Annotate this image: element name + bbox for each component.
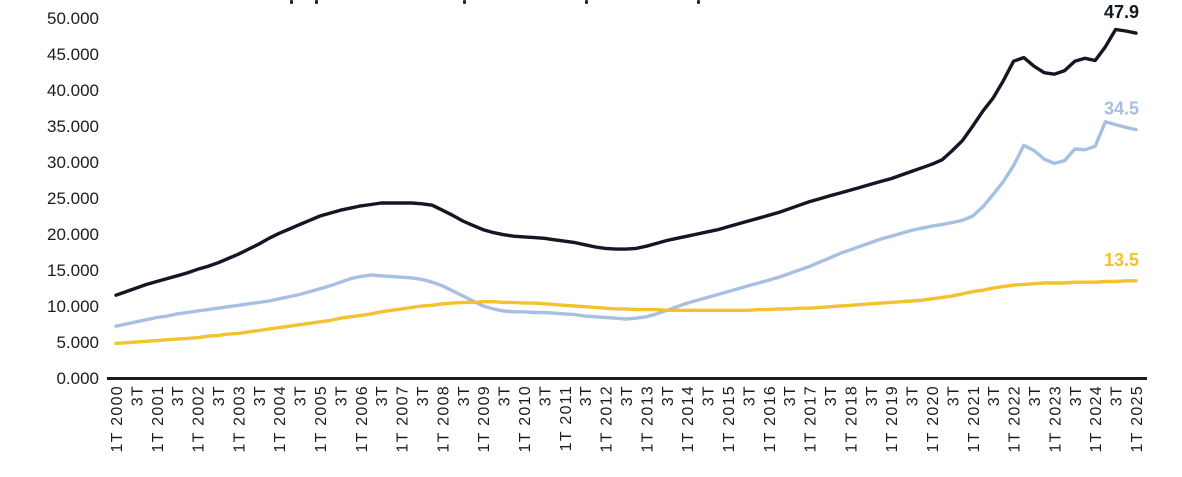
x-tick-label: 3T xyxy=(660,385,677,406)
x-tick-label: 1T 2008 xyxy=(435,385,452,453)
y-tick-label: 5.000 xyxy=(56,333,99,352)
y-tick-label: 20.000 xyxy=(47,225,99,244)
x-tick-label: 3T xyxy=(1109,385,1126,406)
x-tick-label: 3T xyxy=(374,385,391,406)
x-axis-tick-labels: 1T 2000 3T 1T 2001 3T 1T 2002 3T 1T 2003 3T 1T 2… xyxy=(109,385,1146,453)
x-tick-label: 1T 2025 xyxy=(1129,385,1146,453)
x-tick-label: 1T 2017 xyxy=(803,385,820,453)
x-tick-label: 3T xyxy=(1068,385,1085,406)
x-tick-label: 1T 2011 xyxy=(558,385,575,451)
x-tick-label: 1T 2002 xyxy=(191,385,208,453)
x-tick-label: 3T xyxy=(252,385,269,406)
x-tick-label: 3T xyxy=(578,385,595,406)
x-tick-label: 1T 2023 xyxy=(1047,385,1064,453)
x-tick-label: 3T xyxy=(945,385,962,406)
x-tick-label: 1T 2000 xyxy=(109,385,126,453)
y-tick-label: 45.000 xyxy=(47,45,99,64)
x-tick-label: 3T xyxy=(905,385,922,406)
title-descender-fragment xyxy=(697,0,700,4)
x-tick-label: 1T 2014 xyxy=(680,385,697,453)
x-tick-label: 1T 2001 xyxy=(150,385,167,453)
x-tick-label: 1T 2003 xyxy=(231,385,248,453)
y-tick-label: 10.000 xyxy=(47,297,99,316)
y-tick-label: 40.000 xyxy=(47,81,99,100)
x-tick-label: 1T 2012 xyxy=(599,385,616,453)
x-tick-label: 3T xyxy=(741,385,758,406)
x-tick-label: 3T xyxy=(619,385,636,406)
x-tick-label: 3T xyxy=(497,385,514,406)
y-tick-label: 0.000 xyxy=(56,369,99,388)
x-tick-label: 1T 2007 xyxy=(395,385,412,453)
series-end-labels: 47.9 34.5 13.5 xyxy=(1104,2,1139,270)
x-tick-label: 3T xyxy=(170,385,187,406)
x-tick-label: 1T 2016 xyxy=(762,385,779,453)
x-tick-label: 3T xyxy=(415,385,432,406)
title-descender-fragment xyxy=(315,0,318,4)
x-tick-label: 1T 2018 xyxy=(843,385,860,453)
x-tick-label: 3T xyxy=(333,385,350,406)
title-descender-fragment xyxy=(585,0,588,4)
series-lines xyxy=(114,27,1138,346)
x-tick-label: 3T xyxy=(129,385,146,406)
end-label-light-blue: 34.5 xyxy=(1104,99,1139,119)
x-tick-label: 3T xyxy=(456,385,473,406)
y-tick-label: 35.000 xyxy=(47,117,99,136)
x-tick-label: 3T xyxy=(537,385,554,406)
y-tick-label: 25.000 xyxy=(47,189,99,208)
y-tick-label: 15.000 xyxy=(47,261,99,280)
x-tick-label: 3T xyxy=(823,385,840,406)
x-tick-label: 1T 2013 xyxy=(639,385,656,453)
x-tick-label: 3T xyxy=(986,385,1003,406)
end-label-dark-navy: 47.9 xyxy=(1104,2,1139,22)
x-tick-label: 1T 2019 xyxy=(884,385,901,453)
x-tick-label: 3T xyxy=(1027,385,1044,406)
x-tick-label: 1T 2022 xyxy=(1007,385,1024,453)
cropped-title-fragments xyxy=(290,0,700,4)
x-tick-label: 3T xyxy=(701,385,718,406)
y-axis-tick-labels: 50.000 45.000 40.000 35.000 30.000 25.000 20.0… xyxy=(47,9,99,388)
series-line-yellow xyxy=(114,279,1138,346)
x-tick-label: 1T 2004 xyxy=(272,385,289,453)
x-tick-label: 3T xyxy=(293,385,310,406)
x-tick-label: 3T xyxy=(782,385,799,406)
series-line-light-blue xyxy=(114,119,1138,328)
x-tick-label: 1T 2009 xyxy=(476,385,493,453)
series-line-dark-navy xyxy=(114,27,1138,297)
title-descender-fragment xyxy=(463,0,466,4)
x-tick-label: 1T 2005 xyxy=(313,385,330,453)
x-tick-label: 1T 2015 xyxy=(721,385,738,453)
x-tick-label: 1T 2020 xyxy=(925,385,942,453)
y-tick-label: 30.000 xyxy=(47,153,99,172)
end-label-yellow: 13.5 xyxy=(1104,250,1139,270)
x-tick-label: 3T xyxy=(864,385,881,406)
x-tick-label: 1T 2010 xyxy=(517,385,534,453)
x-tick-label: 1T 2024 xyxy=(1088,385,1105,453)
y-tick-label: 50.000 xyxy=(47,9,99,28)
x-tick-label: 1T 2006 xyxy=(354,385,371,453)
x-tick-label: 3T xyxy=(211,385,228,406)
title-descender-fragment xyxy=(290,0,293,4)
x-tick-label: 1T 2021 xyxy=(966,385,983,453)
